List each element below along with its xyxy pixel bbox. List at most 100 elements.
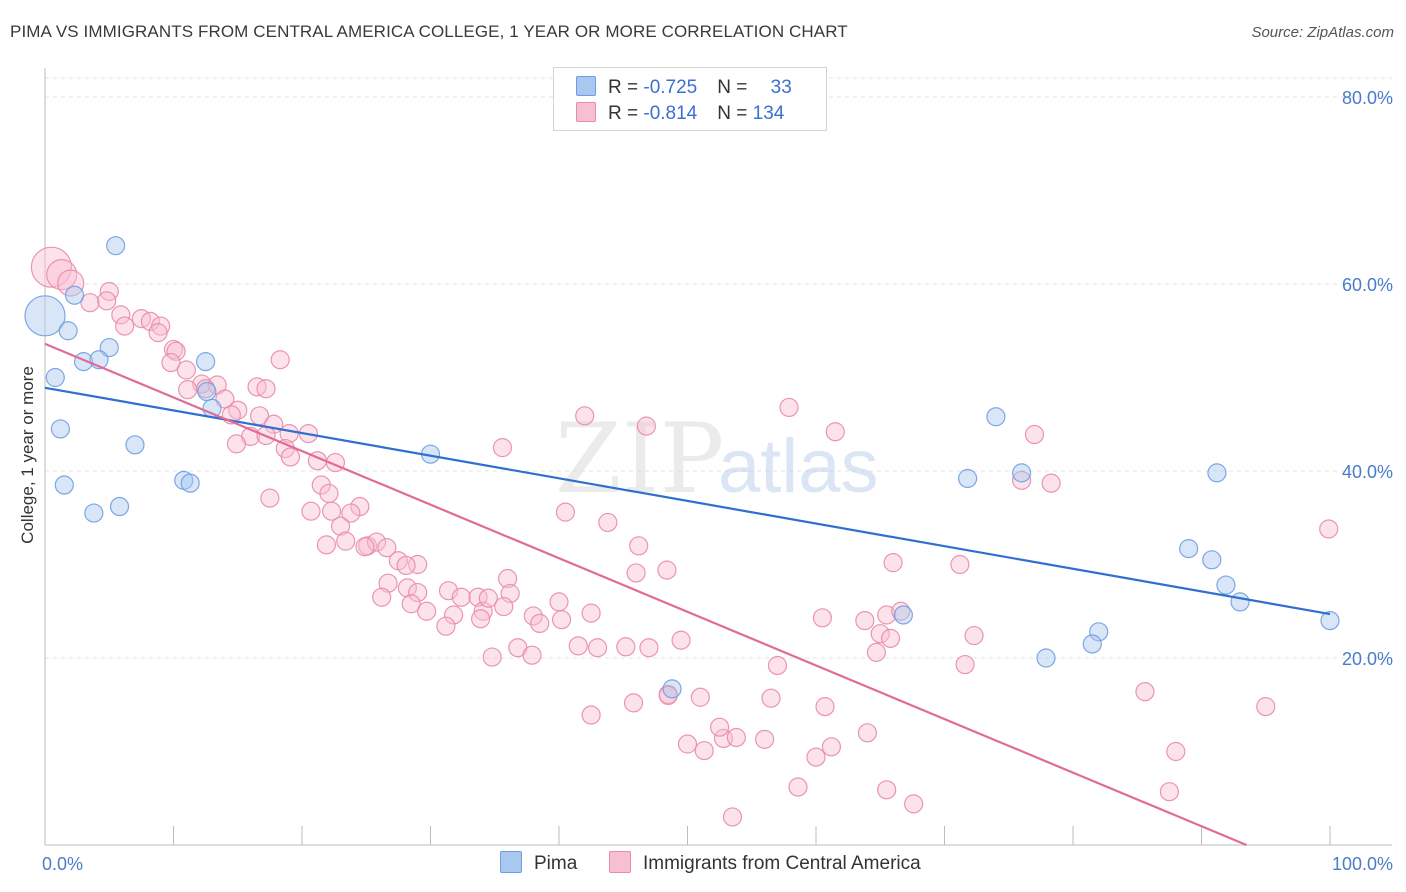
data-point <box>226 434 247 454</box>
data-point <box>1230 592 1250 612</box>
legend-item-immigrants[interactable]: Immigrants from Central America <box>609 851 921 875</box>
data-point <box>866 642 886 662</box>
legend-n-label: N = <box>717 103 753 124</box>
legend-swatch-pima <box>500 851 522 873</box>
data-point <box>401 594 421 614</box>
data-point <box>396 555 416 576</box>
data-point <box>111 305 131 325</box>
data-point <box>46 259 78 291</box>
data-point <box>471 609 491 629</box>
y-tick-label: 40.0% <box>1342 462 1393 482</box>
data-point <box>176 360 196 380</box>
data-point <box>986 407 1006 427</box>
data-point <box>598 512 618 533</box>
trend-line-immigrants <box>44 342 1247 847</box>
legend-item-pima[interactable]: Pima <box>500 851 577 875</box>
y-axis-title: College, 1 year or more <box>18 366 37 544</box>
data-point <box>964 625 984 646</box>
data-point <box>806 747 826 767</box>
data-point <box>587 638 608 658</box>
data-point <box>97 291 117 311</box>
data-point <box>330 516 351 536</box>
data-point <box>125 435 145 455</box>
data-point <box>336 531 356 551</box>
data-point <box>84 503 104 523</box>
y-tick-label: 80.0% <box>1342 88 1393 108</box>
stats-legend: R = -0.725 N = 33 R = -0.814 N = 134 <box>553 67 827 131</box>
data-point <box>549 592 569 612</box>
legend-row-pima: R = -0.725 N = 33 <box>576 76 792 100</box>
data-point <box>45 367 65 388</box>
data-point <box>366 532 387 552</box>
tick-labels: 20.0% 40.0% 60.0% 80.0% 0.0% 100.0% <box>42 88 1393 874</box>
data-point <box>196 352 216 372</box>
data-point <box>657 560 677 580</box>
data-point <box>30 246 73 288</box>
data-point <box>1319 519 1339 539</box>
y-tick-label: 60.0% <box>1342 275 1393 295</box>
data-point <box>301 501 321 521</box>
data-point <box>498 568 518 589</box>
grid-lines <box>45 77 1392 659</box>
data-point <box>726 727 746 748</box>
trend-line-pima <box>44 386 1331 616</box>
legend-r-label: R = <box>608 77 644 98</box>
data-point <box>148 323 168 343</box>
data-point <box>877 780 897 800</box>
data-point <box>870 624 890 644</box>
data-point <box>260 488 280 508</box>
data-point <box>494 596 514 617</box>
data-point <box>444 605 464 625</box>
data-point <box>50 419 71 439</box>
data-point <box>677 734 698 754</box>
data-point <box>893 605 913 625</box>
data-point <box>1166 741 1186 762</box>
data-point <box>319 483 339 504</box>
data-point <box>581 705 601 725</box>
x-tick-label: 100.0% <box>1332 854 1393 874</box>
data-point <box>821 737 842 757</box>
data-point <box>57 269 85 297</box>
data-point <box>54 475 74 495</box>
watermark-atlas: atlas <box>718 424 879 509</box>
data-point <box>754 729 775 749</box>
data-point <box>482 647 502 667</box>
data-point <box>779 397 799 418</box>
data-point <box>1135 682 1155 702</box>
data-point <box>815 697 835 717</box>
data-point <box>64 285 85 305</box>
series-legend: Pima Immigrants from Central America <box>0 851 1406 877</box>
data-point <box>180 473 200 493</box>
legend-swatch-pima <box>576 76 596 96</box>
data-point <box>140 311 160 331</box>
data-point <box>478 588 498 608</box>
data-point <box>575 406 595 426</box>
data-point <box>690 687 710 707</box>
data-point <box>825 422 845 442</box>
data-point <box>115 316 135 336</box>
data-point <box>1036 648 1056 668</box>
data-point <box>417 601 437 621</box>
data-point <box>523 606 543 626</box>
data-point <box>555 502 576 522</box>
data-point <box>256 379 276 399</box>
legend-r-value: -0.725 <box>643 77 698 98</box>
data-point <box>639 638 659 658</box>
source-label: Source: ZipAtlas.com <box>1251 24 1394 41</box>
legend-label-immigrants: Immigrants from Central America <box>643 853 921 874</box>
data-point <box>1216 575 1236 595</box>
data-point <box>955 654 975 675</box>
data-point <box>492 438 513 458</box>
data-point <box>372 587 392 607</box>
data-point <box>58 321 78 341</box>
data-point <box>316 535 337 555</box>
data-point <box>197 381 217 402</box>
legend-r-value: -0.814 <box>643 103 698 124</box>
data-point <box>270 350 290 370</box>
chart-title: PIMA VS IMMIGRANTS FROM CENTRAL AMERICA … <box>10 22 848 41</box>
data-point <box>855 610 875 631</box>
data-point <box>378 573 398 593</box>
x-tick-label: 0.0% <box>42 854 83 874</box>
data-point <box>377 538 397 558</box>
